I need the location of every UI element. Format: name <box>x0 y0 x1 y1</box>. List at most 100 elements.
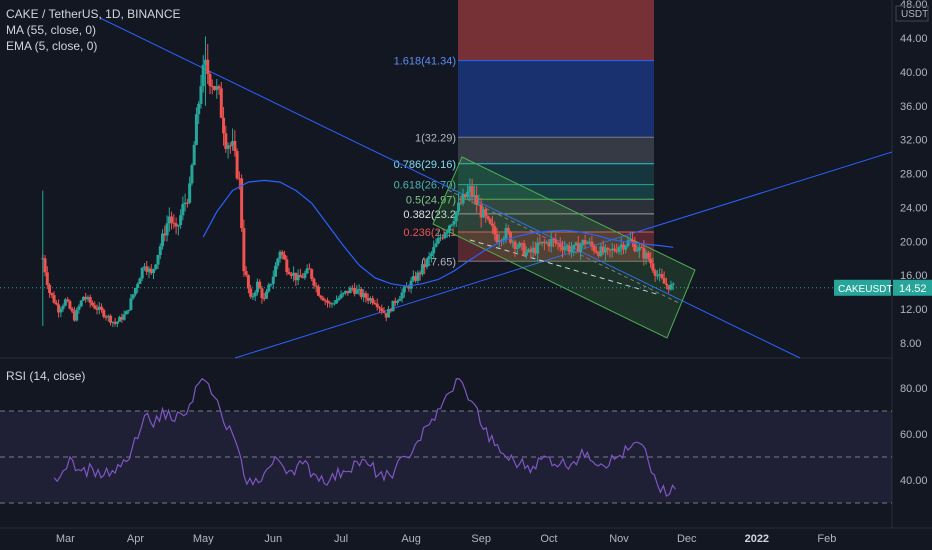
rsi-line[interactable] <box>53 377 676 498</box>
candle-body[interactable] <box>660 273 664 278</box>
candle-body[interactable] <box>339 294 343 299</box>
candle-body[interactable] <box>542 241 546 243</box>
candle-body[interactable] <box>579 245 583 253</box>
candle-body[interactable] <box>122 314 126 320</box>
candle-body[interactable] <box>633 241 637 252</box>
candle-body[interactable] <box>152 269 156 274</box>
candle-body[interactable] <box>574 242 578 245</box>
candle-body[interactable] <box>529 249 533 253</box>
candle-body[interactable] <box>190 165 194 184</box>
candle-body[interactable] <box>475 195 479 205</box>
candle-body[interactable] <box>240 178 244 229</box>
candle-body[interactable] <box>581 240 585 246</box>
candle-body[interactable] <box>434 243 438 248</box>
candle-body[interactable] <box>615 250 619 252</box>
candle-body[interactable] <box>235 151 239 179</box>
candle-body[interactable] <box>427 256 431 260</box>
candle-body[interactable] <box>79 300 83 307</box>
candle-body[interactable] <box>493 226 497 235</box>
candle-body[interactable] <box>585 243 589 245</box>
candle-body[interactable] <box>260 288 264 299</box>
candle-body[interactable] <box>513 241 517 249</box>
candle-body[interactable] <box>298 274 302 278</box>
candle-body[interactable] <box>68 301 72 309</box>
candle-body[interactable] <box>547 242 551 247</box>
ma-legend[interactable]: MA (55, close, 0) <box>6 23 97 37</box>
candle-body[interactable] <box>179 215 183 226</box>
candle-body[interactable] <box>100 306 104 310</box>
candle-body[interactable] <box>145 266 149 272</box>
ma55-line[interactable] <box>202 179 674 287</box>
candle-body[interactable] <box>115 321 119 324</box>
candle-body[interactable] <box>418 272 422 275</box>
candle-body[interactable] <box>124 311 128 315</box>
candle-body[interactable] <box>583 240 587 244</box>
candle-body[interactable] <box>113 321 117 324</box>
candle-body[interactable] <box>588 241 592 244</box>
candle-body[interactable] <box>624 245 628 250</box>
candle-body[interactable] <box>330 303 334 305</box>
candle-body[interactable] <box>301 277 305 279</box>
candle-body[interactable] <box>545 242 549 244</box>
candle-body[interactable] <box>497 240 501 243</box>
candle-body[interactable] <box>570 249 574 252</box>
candle-body[interactable] <box>228 145 232 147</box>
candle-body[interactable] <box>603 247 607 253</box>
candle-body[interactable] <box>355 289 359 294</box>
candle-body[interactable] <box>576 242 580 253</box>
candle-body[interactable] <box>448 225 452 232</box>
candle-body[interactable] <box>414 276 418 281</box>
candle-body[interactable] <box>90 302 94 306</box>
candle-body[interactable] <box>307 268 311 270</box>
candle-body[interactable] <box>129 298 133 310</box>
candle-body[interactable] <box>509 232 513 243</box>
candle-body[interactable] <box>601 246 605 253</box>
candle-body[interactable] <box>640 247 644 249</box>
candle-body[interactable] <box>387 309 391 318</box>
candle-body[interactable] <box>43 258 47 273</box>
candle-body[interactable] <box>527 249 531 252</box>
candle-body[interactable] <box>520 243 524 245</box>
candle-body[interactable] <box>380 308 384 312</box>
candle-body[interactable] <box>142 266 146 268</box>
candle-body[interactable] <box>511 241 515 243</box>
candle-body[interactable] <box>350 287 354 289</box>
candle-body[interactable] <box>518 243 522 248</box>
candle-body[interactable] <box>436 237 440 244</box>
candle-body[interactable] <box>669 284 673 290</box>
candle-body[interactable] <box>599 246 603 256</box>
candle-body[interactable] <box>156 255 160 265</box>
candle-body[interactable] <box>192 144 196 166</box>
candle-body[interactable] <box>335 300 339 304</box>
candle-body[interactable] <box>617 247 621 252</box>
candle-body[interactable] <box>391 300 395 312</box>
candle-body[interactable] <box>563 247 567 251</box>
candle-body[interactable] <box>477 204 481 206</box>
candle-body[interactable] <box>233 141 237 152</box>
candle-body[interactable] <box>567 245 571 252</box>
candle-body[interactable] <box>653 270 657 276</box>
candle-body[interactable] <box>86 297 90 300</box>
candle-body[interactable] <box>75 309 79 321</box>
candle-body[interactable] <box>120 316 124 320</box>
candle-body[interactable] <box>590 241 594 246</box>
candle-body[interactable] <box>359 289 363 298</box>
candle-body[interactable] <box>84 296 88 300</box>
candle-body[interactable] <box>504 228 508 239</box>
candle-body[interactable] <box>606 247 610 250</box>
candle-body[interactable] <box>368 298 372 301</box>
candle-body[interactable] <box>384 312 388 318</box>
candle-body[interactable] <box>558 243 562 248</box>
candle-body[interactable] <box>222 117 226 134</box>
candle-body[interactable] <box>158 246 162 256</box>
candle-body[interactable] <box>106 315 110 318</box>
candle-body[interactable] <box>188 183 192 203</box>
candle-body[interactable] <box>66 299 70 302</box>
candle-body[interactable] <box>466 191 470 198</box>
candle-body[interactable] <box>405 286 409 288</box>
candle-body[interactable] <box>556 242 560 244</box>
candle-body[interactable] <box>262 298 266 300</box>
candle-body[interactable] <box>48 284 52 293</box>
candle-body[interactable] <box>637 247 641 251</box>
candle-body[interactable] <box>531 247 535 253</box>
